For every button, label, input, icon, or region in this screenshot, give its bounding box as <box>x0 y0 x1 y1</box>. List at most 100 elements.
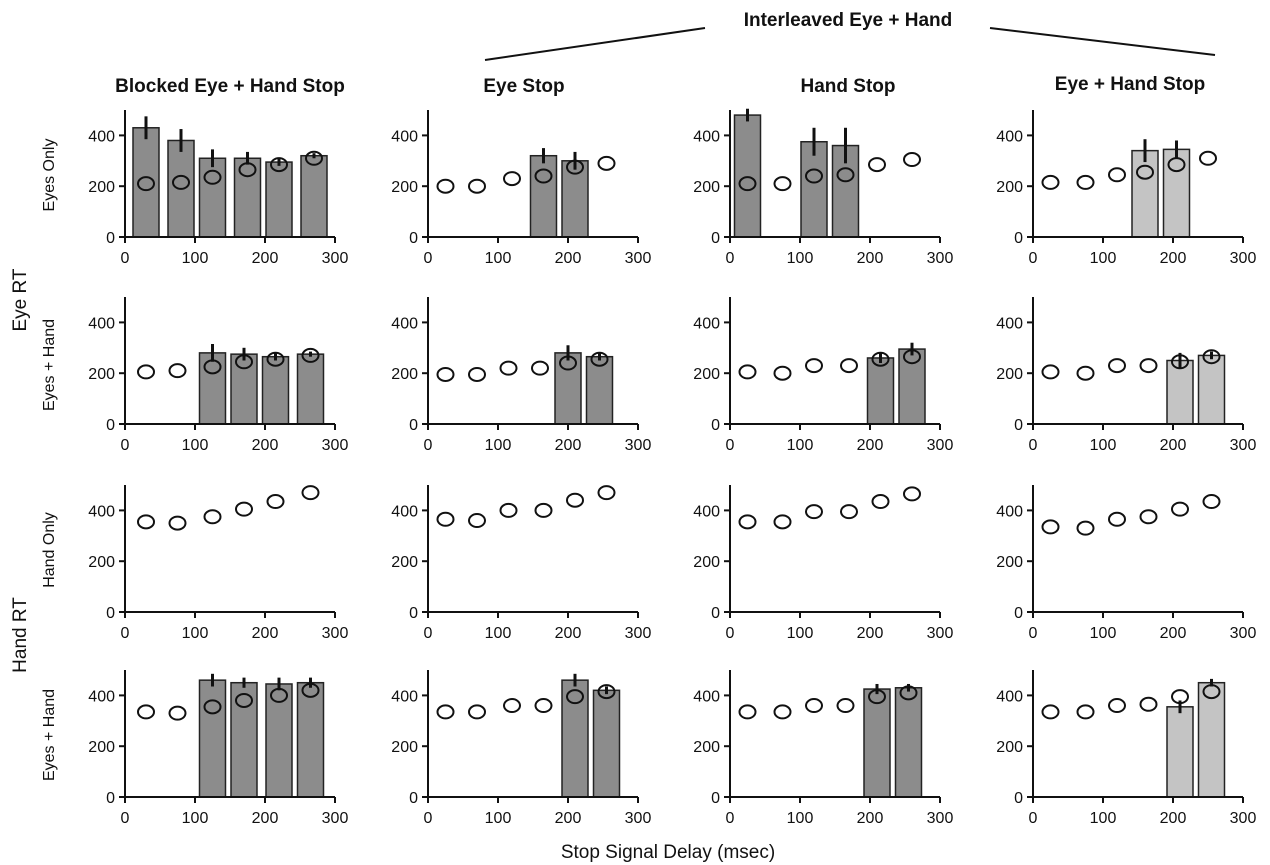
x-tick-label: 200 <box>252 437 279 454</box>
data-point-6 <box>903 152 921 168</box>
x-tick-label: 0 <box>726 625 735 642</box>
x-tick-label: 0 <box>424 250 433 267</box>
x-tick-label: 0 <box>1029 810 1038 827</box>
x-tick-label: 100 <box>787 250 814 267</box>
panel-4-2: 0 200 400 0 100 200 300 <box>391 670 651 827</box>
data-point-1 <box>137 514 155 530</box>
bar-1 <box>733 114 762 238</box>
y-tick-label: 200 <box>996 179 1023 196</box>
y-tick-label: 200 <box>391 179 418 196</box>
data-point-5 <box>266 351 285 367</box>
data-point-6 <box>903 349 921 365</box>
panel-4-1: 0 200 400 0 100 200 300 <box>88 670 348 827</box>
y-tick-label: 0 <box>711 230 720 247</box>
panel-3-4: 0 200 400 0 100 200 300 <box>996 485 1256 642</box>
data-point-2 <box>468 513 486 529</box>
x-tick-label: 0 <box>1029 437 1038 454</box>
data-point-1 <box>738 364 757 380</box>
data-point-6 <box>899 685 918 701</box>
group-bracket-left <box>484 27 706 61</box>
x-tick-label: 300 <box>927 250 954 267</box>
x-tick-label: 300 <box>1230 250 1257 267</box>
bar-1 <box>198 679 227 798</box>
y-tick-label: 200 <box>88 366 115 383</box>
x-tick-label: 0 <box>121 250 130 267</box>
bar-1 <box>863 688 891 798</box>
x-tick-label: 200 <box>1160 437 1187 454</box>
y-tick-label: 400 <box>693 503 720 520</box>
data-point-2 <box>468 366 486 382</box>
data-point-1 <box>1041 704 1060 720</box>
bar-1 <box>1131 149 1159 238</box>
data-point-6 <box>1202 684 1221 700</box>
x-tick-label: 200 <box>857 810 884 827</box>
x-tick-label: 200 <box>1160 250 1187 267</box>
x-tick-label: 200 <box>857 250 884 267</box>
x-tick-label: 100 <box>485 810 512 827</box>
y-tick-label: 0 <box>106 605 115 622</box>
x-tick-label: 300 <box>625 625 652 642</box>
data-point-6 <box>597 684 616 700</box>
data-point-6 <box>301 682 320 698</box>
bar-3 <box>261 355 290 425</box>
x-tick-label: 300 <box>625 250 652 267</box>
data-point-4 <box>534 698 553 714</box>
bar-1 <box>132 127 160 238</box>
y-tick-label: 0 <box>409 230 418 247</box>
data-point-2 <box>168 705 187 721</box>
y-tick-label: 200 <box>996 739 1023 756</box>
x-tick-label: 100 <box>182 437 209 454</box>
bar-2 <box>1162 148 1191 238</box>
data-point-2 <box>1076 704 1095 720</box>
x-tick-label: 0 <box>121 625 130 642</box>
x-tick-label: 100 <box>787 810 814 827</box>
panel-3-3: 0 200 400 0 100 200 300 <box>693 485 953 642</box>
x-tick-label: 300 <box>1230 810 1257 827</box>
data-point-2 <box>468 178 486 194</box>
column-title-eye-stop: Eye Stop <box>483 76 564 97</box>
group-title: Interleaved Eye + Hand <box>744 10 953 31</box>
panel-1-2: 0 200 400 0 100 200 300 <box>391 110 651 267</box>
data-point-2 <box>168 515 187 531</box>
y-tick-label: 0 <box>711 790 720 807</box>
x-tick-label: 100 <box>1090 625 1117 642</box>
panel-3-1: 0 200 400 0 100 200 300 <box>88 485 348 642</box>
bar-1 <box>561 679 589 798</box>
data-point-4 <box>235 354 253 370</box>
x-axis-label: Stop Signal Delay (msec) <box>561 842 775 863</box>
side-label-hand-rt: Hand RT <box>10 597 31 673</box>
y-tick-label: 200 <box>693 179 720 196</box>
data-point-1 <box>436 511 455 527</box>
bar-4 <box>296 681 325 798</box>
y-tick-label: 200 <box>88 179 115 196</box>
data-point-1 <box>137 176 155 192</box>
data-point-1 <box>137 364 155 380</box>
data-point-6 <box>590 351 609 367</box>
x-tick-label: 200 <box>252 250 279 267</box>
data-point-1 <box>1041 174 1060 190</box>
x-tick-label: 300 <box>322 250 349 267</box>
y-tick-label: 200 <box>88 554 115 571</box>
x-tick-label: 100 <box>1090 250 1117 267</box>
data-point-5 <box>559 355 577 371</box>
data-point-4 <box>1139 358 1158 374</box>
bar-2 <box>894 687 923 798</box>
data-point-3 <box>805 504 823 520</box>
y-tick-label: 400 <box>391 315 418 332</box>
bar-2 <box>230 353 258 425</box>
panel-2-3: 0 200 400 0 100 200 300 <box>693 297 953 454</box>
data-point-4 <box>534 168 553 184</box>
data-point-4 <box>235 501 253 517</box>
data-point-6 <box>301 347 320 363</box>
y-tick-label: 200 <box>996 554 1023 571</box>
y-tick-label: 400 <box>88 688 115 705</box>
data-point-4 <box>840 358 858 374</box>
x-tick-label: 0 <box>121 810 130 827</box>
y-tick-label: 0 <box>1014 605 1023 622</box>
data-point-3 <box>1108 698 1126 714</box>
data-point-1 <box>738 704 757 720</box>
y-tick-label: 400 <box>996 315 1023 332</box>
x-tick-label: 0 <box>1029 625 1038 642</box>
bar-1 <box>1166 706 1194 798</box>
panel-1-1: 0 200 400 0 100 200 300 <box>88 110 348 267</box>
